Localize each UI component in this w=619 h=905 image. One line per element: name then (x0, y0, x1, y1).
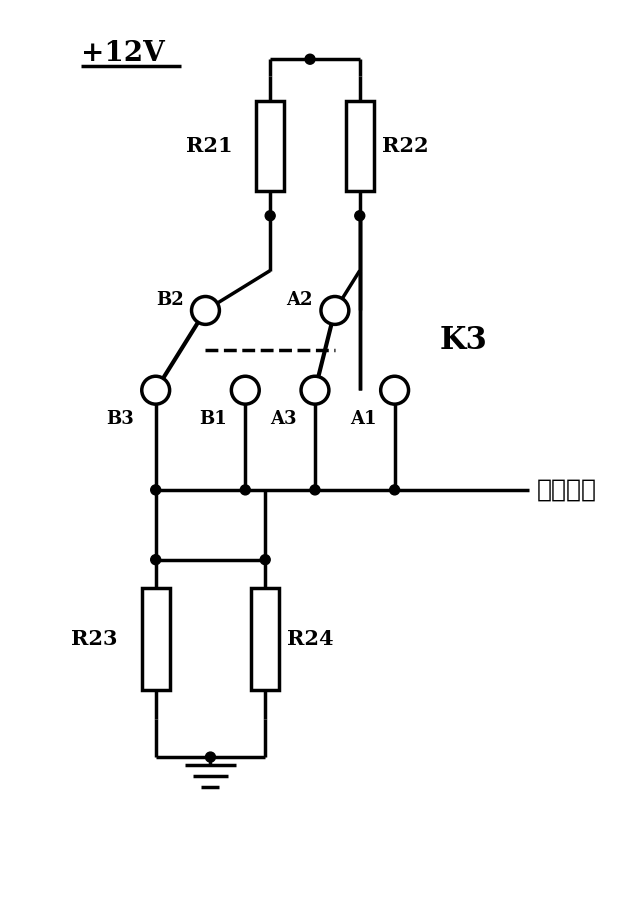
Text: A1: A1 (350, 410, 377, 428)
Text: B1: B1 (199, 410, 227, 428)
Text: R23: R23 (71, 629, 118, 650)
Circle shape (150, 555, 161, 565)
Circle shape (310, 485, 320, 495)
Text: K3: K3 (439, 325, 487, 356)
Circle shape (381, 376, 409, 405)
Circle shape (240, 485, 250, 495)
Bar (251, 588, 279, 691)
Circle shape (206, 752, 215, 762)
Bar (346, 101, 374, 191)
Circle shape (260, 555, 270, 565)
Text: +12V: +12V (81, 40, 165, 67)
Text: A2: A2 (287, 291, 313, 310)
Text: R22: R22 (382, 136, 428, 156)
Bar (256, 101, 284, 191)
Circle shape (389, 485, 400, 495)
Text: B3: B3 (106, 410, 134, 428)
Text: 状态信号: 状态信号 (537, 478, 597, 502)
Circle shape (265, 211, 275, 221)
Text: R24: R24 (287, 629, 334, 650)
Circle shape (305, 54, 315, 64)
Circle shape (232, 376, 259, 405)
Text: A3: A3 (271, 410, 297, 428)
Text: B2: B2 (156, 291, 184, 310)
Circle shape (150, 485, 161, 495)
Bar (142, 588, 170, 691)
Circle shape (142, 376, 170, 405)
Circle shape (191, 297, 219, 324)
Circle shape (355, 211, 365, 221)
Circle shape (321, 297, 349, 324)
Text: R21: R21 (186, 136, 232, 156)
Circle shape (301, 376, 329, 405)
